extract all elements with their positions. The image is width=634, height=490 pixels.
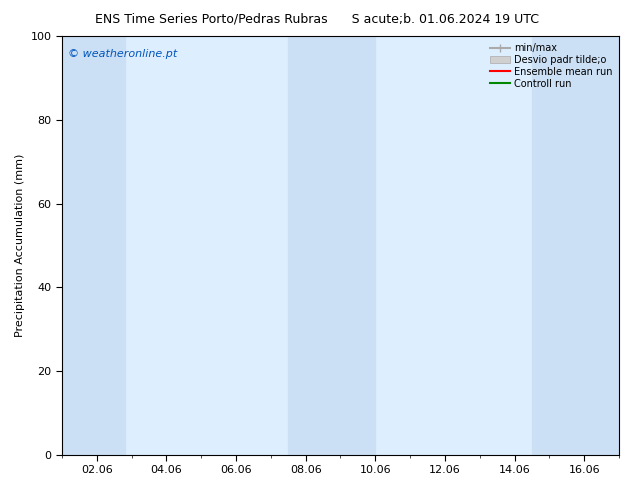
Legend: min/max, Desvio padr tilde;o, Ensemble mean run, Controll run: min/max, Desvio padr tilde;o, Ensemble m… bbox=[488, 41, 614, 91]
Y-axis label: Precipitation Accumulation (mm): Precipitation Accumulation (mm) bbox=[15, 154, 25, 337]
Text: © weatheronline.pt: © weatheronline.pt bbox=[68, 49, 177, 59]
Text: ENS Time Series Porto/Pedras Rubras      S acute;b. 01.06.2024 19 UTC: ENS Time Series Porto/Pedras Rubras S ac… bbox=[95, 12, 539, 25]
Bar bbox=[532, 36, 619, 455]
Bar bbox=[288, 36, 375, 455]
Bar bbox=[62, 36, 125, 455]
